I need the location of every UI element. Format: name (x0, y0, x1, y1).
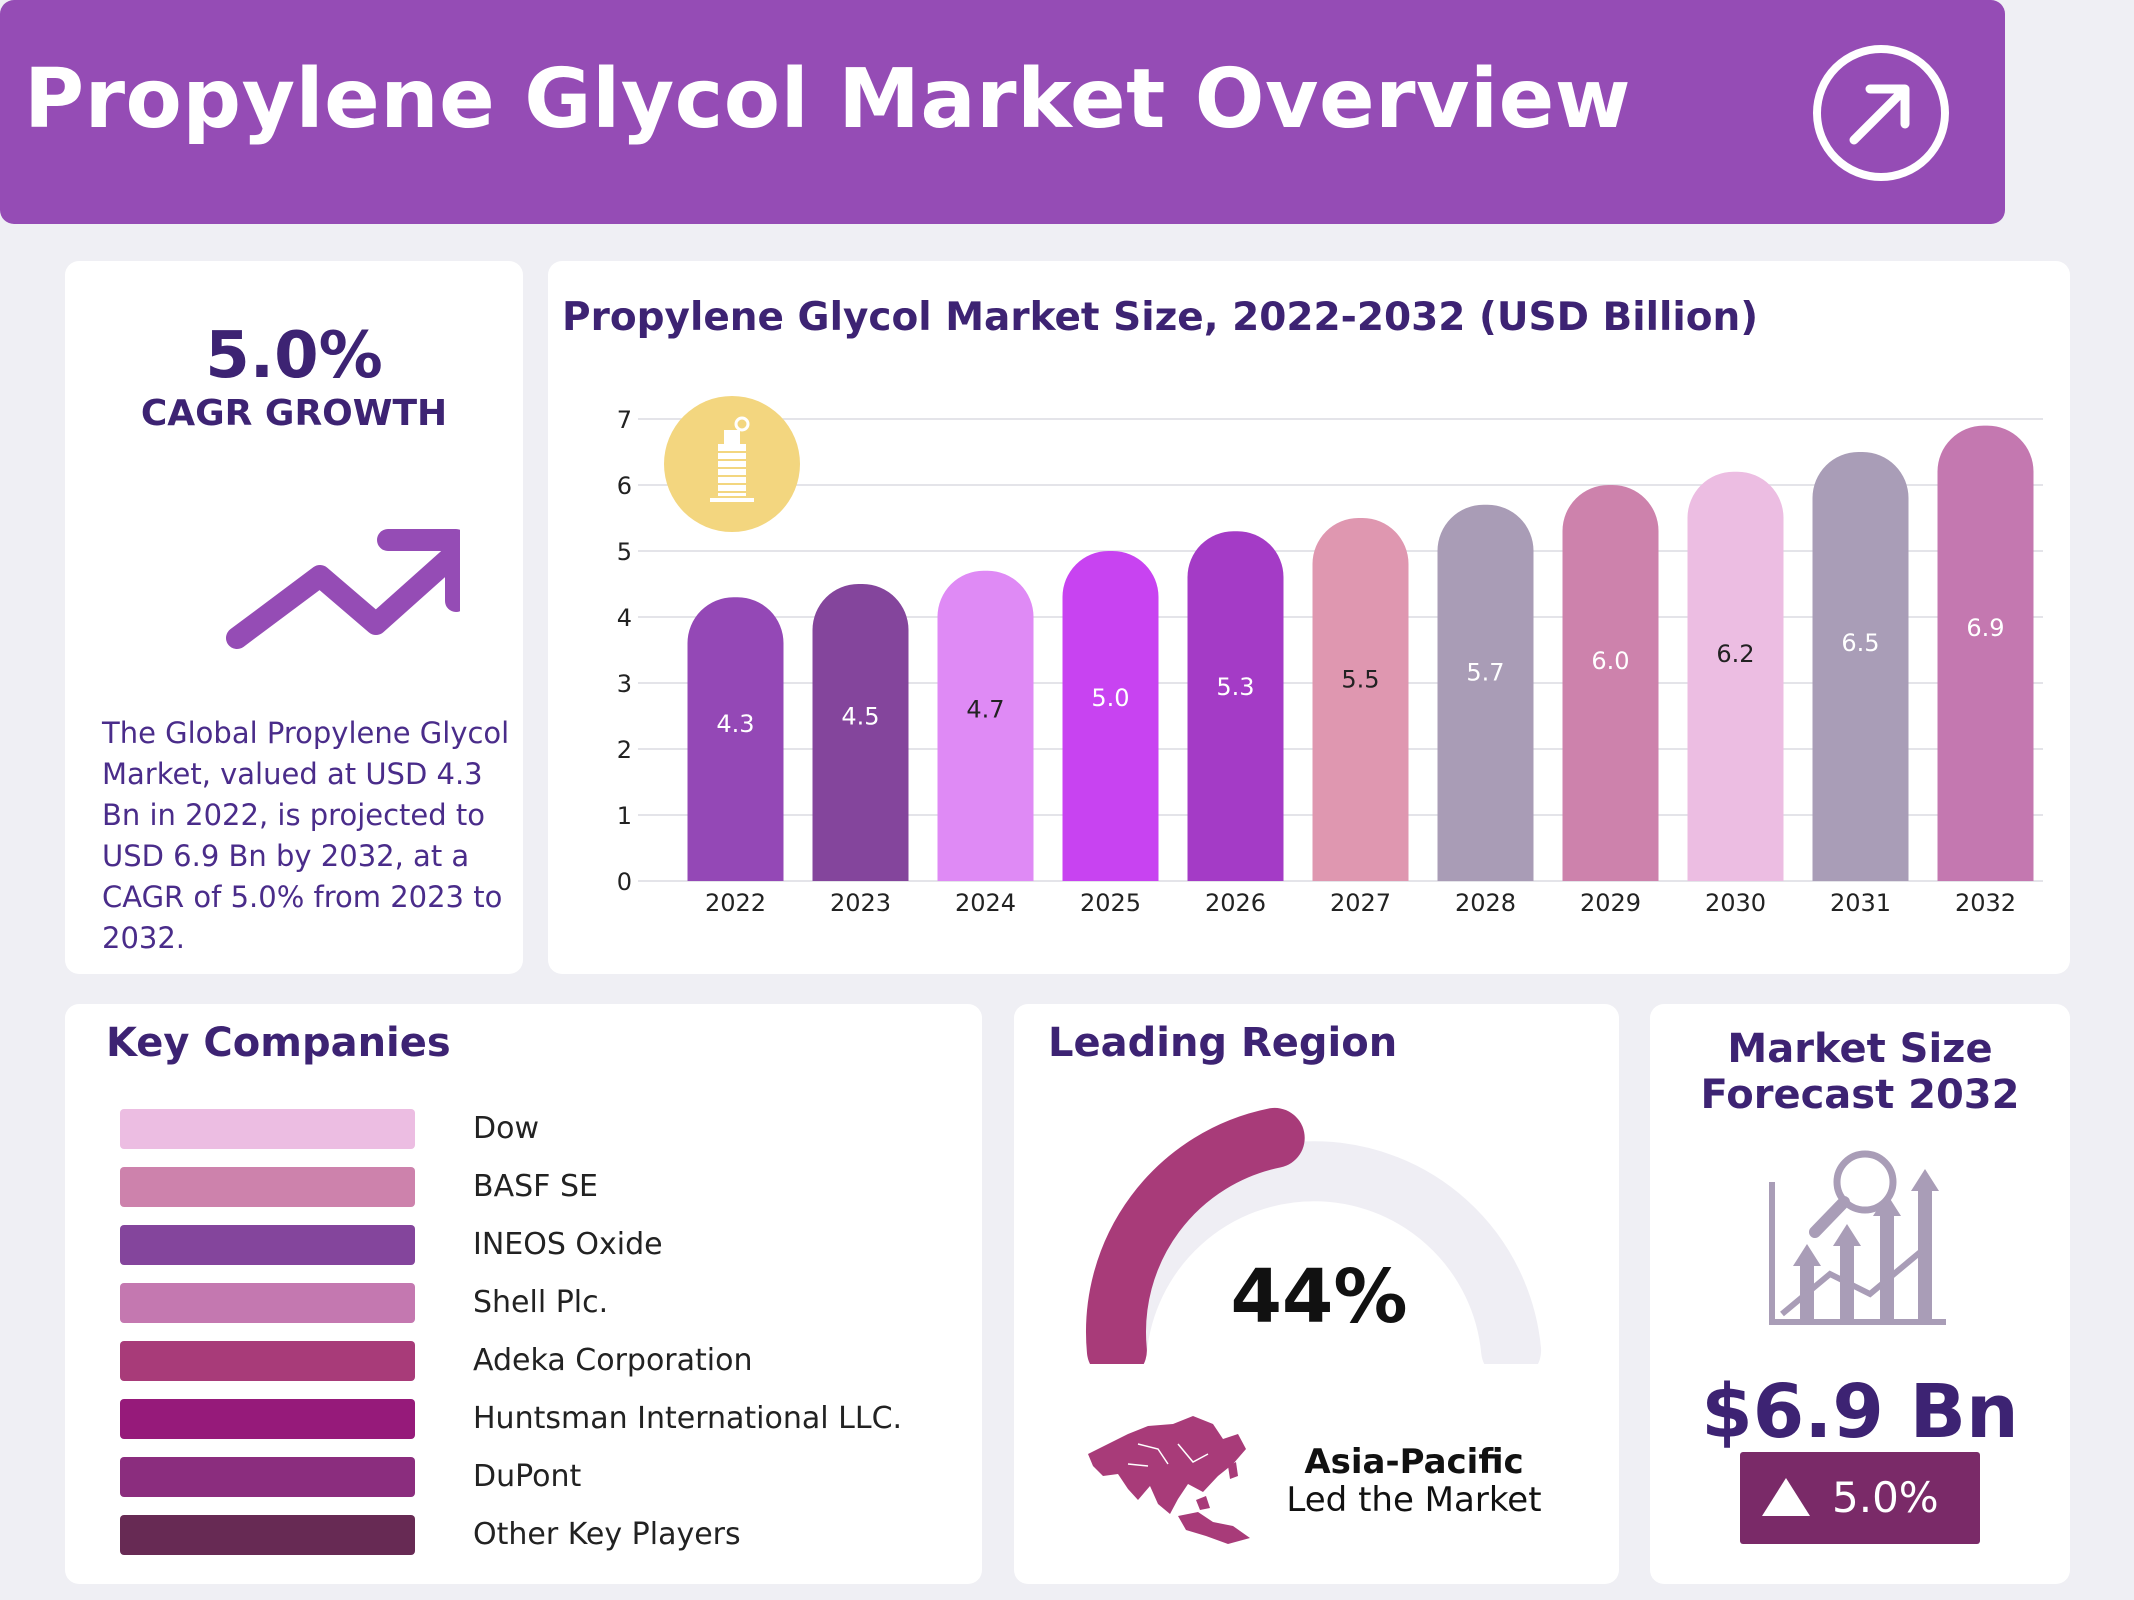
key-companies-card: Key Companies Dow BASF SE INEOS Oxide Shell… (65, 1004, 982, 1584)
bar-value-label: 5.5 (1341, 666, 1379, 694)
bar (1187, 531, 1284, 881)
y-tick-label: 4 (617, 604, 632, 632)
bar (1437, 504, 1534, 881)
company-name: INEOS Oxide (473, 1227, 663, 1262)
company-color-swatch (120, 1515, 415, 1555)
bar-value-label: 5.0 (1091, 684, 1129, 712)
x-tick-label: 2028 (1455, 889, 1516, 917)
chart-title: Propylene Glycol Market Size, 2022-2032 … (562, 295, 1759, 340)
key-companies-title: Key Companies (106, 1020, 451, 1066)
cagr-label: CAGR GROWTH (140, 393, 448, 434)
bar (1937, 425, 2034, 881)
bar (1062, 551, 1159, 881)
x-tick-label: 2025 (1080, 889, 1141, 917)
x-tick-label: 2024 (955, 889, 1016, 917)
bar-value-label: 4.5 (841, 703, 879, 731)
company-color-swatch (120, 1225, 415, 1265)
forecast-value: $6.9 Bn (1701, 1369, 2019, 1455)
x-tick-label: 2029 (1580, 889, 1641, 917)
y-tick-label: 2 (617, 736, 632, 764)
bar (687, 597, 784, 881)
cagr-description: The Global Propylene Glycol Market, valu… (102, 716, 510, 955)
bar-value-label: 6.2 (1716, 640, 1754, 668)
cagr-value: 5.0% (205, 319, 383, 393)
bar-value-label: 6.5 (1841, 629, 1879, 657)
region-share-gauge (1086, 1107, 1542, 1364)
forecast-title: Market Size Forecast 2032 (1650, 1026, 2070, 1118)
company-color-swatch (120, 1167, 415, 1207)
gauge-fill (1086, 1107, 1305, 1364)
x-tick-label: 2027 (1330, 889, 1391, 917)
region-subtitle: Led the Market (1286, 1480, 1542, 1520)
header-banner: Propylene Glycol Market Overview (0, 0, 2005, 224)
x-tick-label: 2022 (705, 889, 766, 917)
bar-value-label: 4.3 (716, 710, 754, 738)
company-name: BASF SE (473, 1169, 598, 1204)
company-color-swatch (120, 1109, 415, 1149)
company-color-swatch (120, 1341, 415, 1381)
company-name: Shell Plc. (473, 1285, 609, 1320)
company-name: DuPont (473, 1459, 582, 1494)
bar-value-label: 6.0 (1591, 647, 1629, 675)
bar (812, 584, 909, 881)
bar (937, 570, 1034, 881)
x-tick-label: 2026 (1205, 889, 1266, 917)
y-tick-label: 1 (617, 802, 632, 830)
magnifier-growth-chart-icon (1769, 1150, 1946, 1325)
market-size-chart-card: Propylene Glycol Market Size, 2022-2032 … (548, 261, 2070, 974)
bar-value-label: 5.3 (1216, 673, 1254, 701)
x-tick-label: 2023 (830, 889, 891, 917)
cagr-card: 5.0% CAGR GROWTH The Global Propylene Gl… (65, 261, 523, 974)
page-title: Propylene Glycol Market Overview (24, 52, 1631, 147)
leading-region-card: Leading Region 44% Asia-Pacific Led the … (1014, 1004, 1619, 1584)
propylene-glycol-bottle-icon (664, 396, 800, 532)
company-name: Other Key Players (473, 1517, 741, 1552)
forecast-title-line2: Forecast 2032 (1700, 1072, 2020, 1118)
y-tick-label: 6 (617, 472, 632, 500)
forecast-growth-value: 5.0% (1832, 1473, 1939, 1522)
bar (1562, 485, 1659, 881)
y-tick-label: 0 (617, 868, 632, 896)
company-color-swatch (120, 1399, 415, 1439)
company-color-swatch (120, 1283, 415, 1323)
region-name: Asia-Pacific (1304, 1442, 1524, 1482)
trend-up-arrow-icon (226, 529, 460, 649)
market-forecast-card: Market Size Forecast 2032 $6.9 Bn 5.0% (1650, 1004, 2070, 1584)
arrow-up-right-icon[interactable] (1810, 42, 1952, 184)
y-tick-label: 3 (617, 670, 632, 698)
forecast-title-line1: Market Size (1727, 1026, 1993, 1072)
company-name: Dow (473, 1111, 539, 1146)
bar-chart: 0 1 2 3 4 5 6 7 4.3 2022 4.5 2023 4.7 2024 5.0 2025 5.3 2… (617, 396, 2043, 917)
region-share-value: 44% (1230, 1254, 1408, 1340)
triangle-up-icon (1762, 1478, 1810, 1516)
bar-value-label: 5.7 (1466, 658, 1504, 686)
asia-pacific-map-icon (1088, 1416, 1250, 1544)
bar-value-label: 6.9 (1966, 614, 2004, 642)
company-name: Huntsman International LLC. (473, 1401, 903, 1436)
bar (1812, 452, 1909, 881)
bar-value-label: 4.7 (966, 695, 1004, 723)
x-tick-label: 2032 (1955, 889, 2016, 917)
company-name: Adeka Corporation (473, 1343, 753, 1378)
bar (1687, 471, 1784, 881)
forecast-growth-badge: 5.0% (1740, 1452, 1980, 1544)
company-color-swatch (120, 1457, 415, 1497)
y-tick-label: 5 (617, 538, 632, 566)
bar (1312, 518, 1409, 881)
x-tick-label: 2031 (1830, 889, 1891, 917)
x-tick-label: 2030 (1705, 889, 1766, 917)
leading-region-title: Leading Region (1048, 1020, 1398, 1066)
y-tick-label: 7 (617, 406, 632, 434)
